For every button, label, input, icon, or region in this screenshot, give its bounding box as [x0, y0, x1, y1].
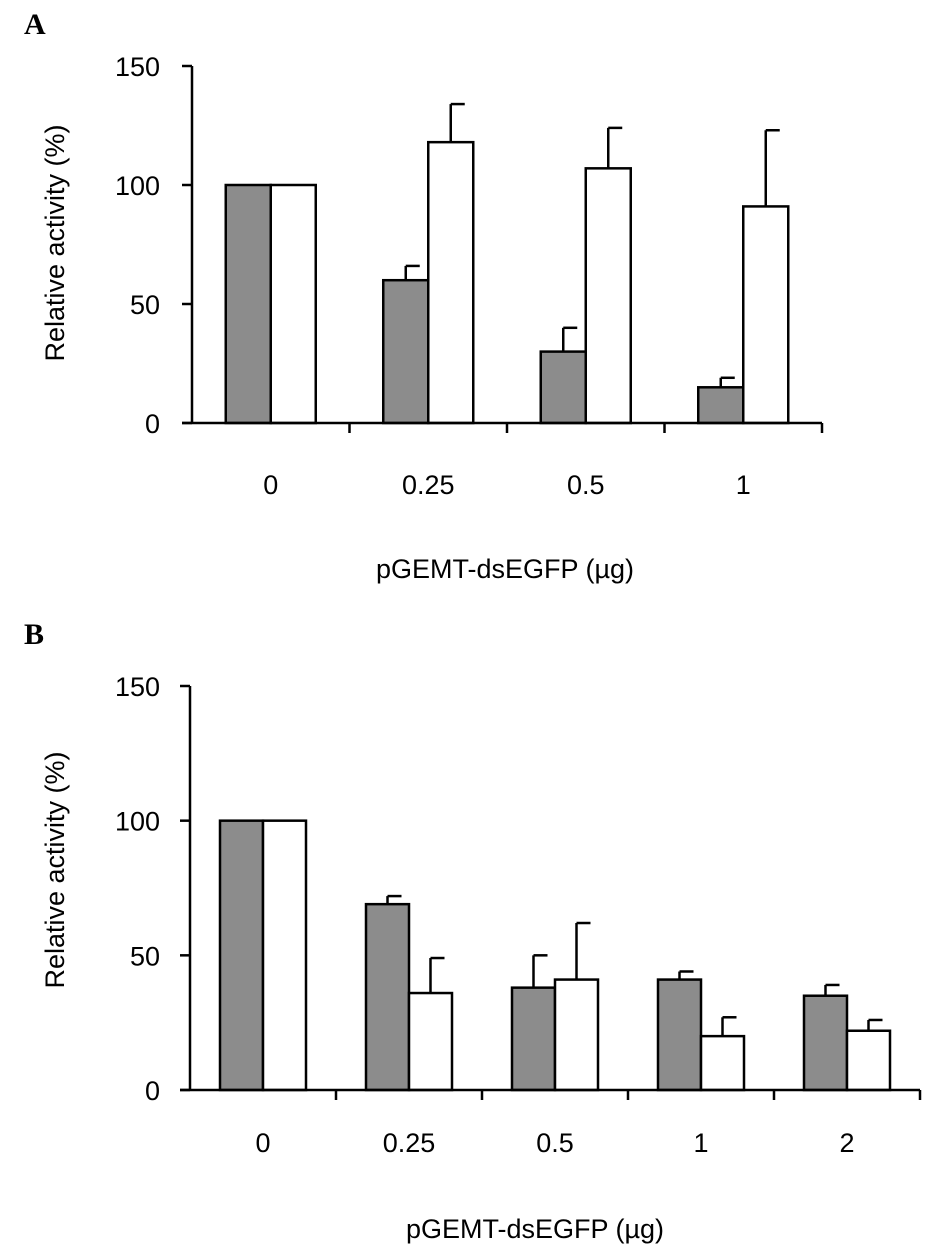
panel-b-y-tick-label-150: 150 [115, 672, 160, 702]
panel-b-y-tick-label-100: 100 [115, 807, 160, 837]
panel-a-x-tick-label: 0.25 [402, 470, 455, 500]
panel-a-plot-area [182, 64, 824, 433]
panel-a-x-tick-label: 0.5 [567, 470, 605, 500]
bar-open-1 [742, 205, 790, 425]
panel-b-x-tick-label: 1 [693, 1128, 708, 1158]
bar-filled-0.25 [382, 278, 430, 425]
bar-open-0 [269, 183, 317, 425]
panel-a-y-tick-labels: 0 50 100 150 [115, 52, 160, 439]
panel-b-letter: B [24, 618, 44, 651]
panel-b-x-tick-label: 2 [839, 1128, 854, 1158]
panel-b-x-tick-label: 0.5 [536, 1128, 574, 1158]
bar-filled-0.25 [364, 902, 411, 1092]
panel-b-y-axis-title: Relative activity (%) [40, 751, 70, 988]
panel-a-x-tick-labels: 0 0.25 0.5 1 [263, 470, 751, 500]
panel-a-y-tick-label-50: 50 [130, 290, 160, 320]
bar-filled-0.5 [539, 350, 587, 425]
panel-b: B Relative activity (%) pGEMT-dsEGFP (µg… [24, 618, 922, 1244]
bar-filled-2 [802, 994, 849, 1092]
bar-filled-1 [697, 386, 745, 425]
bar-open-0.5 [584, 167, 632, 425]
panel-a-y-tick-label-100: 100 [115, 171, 160, 201]
bar-filled-1 [656, 978, 703, 1092]
panel-a-x-tick-label: 0 [263, 470, 278, 500]
panel-a-y-tick-label-0: 0 [145, 409, 160, 439]
panel-a-x-axis-title: pGEMT-dsEGFP (µg) [376, 554, 634, 584]
panel-b-y-tick-labels: 0 50 100 150 [115, 672, 160, 1106]
bar-open-1 [699, 1034, 746, 1092]
bar-open-0.5 [553, 978, 600, 1092]
panel-b-y-tick-label-50: 50 [130, 941, 160, 971]
bar-open-0 [261, 819, 308, 1092]
panel-b-plot-area [180, 684, 922, 1100]
bar-filled-0 [218, 819, 265, 1092]
panel-b-y-tick-label-0: 0 [145, 1076, 160, 1106]
bar-filled-0.5 [510, 986, 557, 1092]
bar-open-0.25 [407, 991, 454, 1092]
panel-b-x-tick-label: 0 [255, 1128, 270, 1158]
panel-b-x-axis-title: pGEMT-dsEGFP (µg) [406, 1214, 664, 1244]
panel-b-x-tick-labels: 0 0.25 0.5 1 2 [255, 1128, 854, 1158]
panel-a-letter: A [24, 8, 46, 41]
bar-open-2 [845, 1029, 892, 1092]
panel-a: A Relative activity (%) pGEMT-dsEGFP (µg… [24, 8, 824, 584]
bar-open-0.25 [427, 140, 475, 425]
panel-a-y-tick-label-150: 150 [115, 52, 160, 82]
bar-filled-0 [224, 183, 272, 425]
panel-b-x-tick-label: 0.25 [383, 1128, 436, 1158]
panel-a-x-tick-label: 1 [736, 470, 751, 500]
panel-a-y-axis-title: Relative activity (%) [40, 124, 70, 361]
